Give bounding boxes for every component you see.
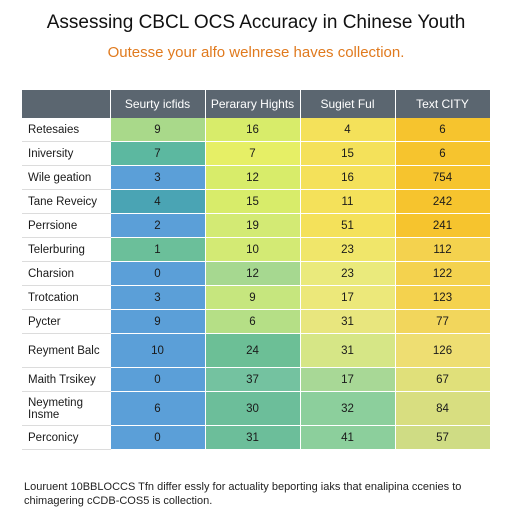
row-label: Tane Reveicy	[22, 189, 111, 214]
table-cell: 7	[110, 141, 206, 166]
row-label: Neymeting Insme	[22, 391, 111, 426]
table-cell: 112	[395, 237, 491, 262]
header-row: Seurty icfids Perarary Hights Sugiet Ful…	[22, 90, 491, 118]
table-cell: 12	[205, 165, 301, 190]
table-cell: 242	[395, 189, 491, 214]
table-row: Perconicy 0 31 41 57	[22, 425, 491, 450]
table-row: Perrsione 2 19 51 241	[22, 213, 491, 238]
table-cell: 10	[110, 333, 206, 368]
table-cell: 30	[205, 391, 301, 426]
footer-line: Louruent 10BBLOCCS Tfn differ essly for …	[24, 481, 462, 493]
table-row: Trotcation 3 9 17 123	[22, 285, 491, 310]
table-cell: 31	[300, 333, 396, 368]
chart-subtitle: Outesse your alfo welnrese haves collect…	[107, 44, 405, 61]
table-cell: 12	[205, 261, 301, 286]
table-row: Telerburing 1 10 23 112	[22, 237, 491, 262]
table-row: Maith Trsikey 0 37 17 67	[22, 367, 491, 392]
row-label: Trotcation	[22, 285, 111, 310]
data-table-container: Seurty icfids Perarary Hights Sugiet Ful…	[22, 90, 491, 450]
table-cell: 3	[110, 165, 206, 190]
table-row: Charsion 0 12 23 122	[22, 261, 491, 286]
table-row: Wile geation 3 12 16 754	[22, 165, 491, 190]
table-cell: 23	[300, 237, 396, 262]
table-cell: 24	[205, 333, 301, 368]
table-row: Reyment Balc 10 24 31 126	[22, 333, 491, 368]
table-cell: 19	[205, 213, 301, 238]
table-cell: 6	[205, 309, 301, 334]
table-cell: 10	[205, 237, 301, 262]
row-label: Charsion	[22, 261, 111, 286]
table-cell: 16	[300, 165, 396, 190]
column-header: Seurty icfids	[110, 90, 206, 118]
table-cell: 17	[300, 367, 396, 392]
table-cell: 0	[110, 261, 206, 286]
table-cell: 9	[110, 118, 206, 142]
table-cell: 17	[300, 285, 396, 310]
data-table: Seurty icfids Perarary Hights Sugiet Ful…	[22, 90, 491, 450]
column-header: Perarary Hights	[205, 90, 301, 118]
footer-note: Louruent 10BBLOCCS Tfn differ essly for …	[24, 480, 494, 508]
column-header: Sugiet Ful	[300, 90, 396, 118]
table-cell: 9	[205, 285, 301, 310]
table-cell: 241	[395, 213, 491, 238]
table-cell: 4	[300, 118, 396, 142]
footer-line: chimagering cCDB-COS5 is collection.	[24, 495, 213, 507]
row-label: Perconicy	[22, 425, 111, 450]
table-cell: 4	[110, 189, 206, 214]
table-row: Iniversity 7 7 15 6	[22, 141, 491, 166]
table-cell: 41	[300, 425, 396, 450]
table-cell: 11	[300, 189, 396, 214]
row-label: Wile geation	[22, 165, 111, 190]
table-cell: 31	[300, 309, 396, 334]
table-cell: 57	[395, 425, 491, 450]
table-row: Retesaies 9 16 4 6	[22, 118, 491, 142]
table-cell: 15	[300, 141, 396, 166]
row-label: Reyment Balc	[22, 333, 111, 368]
table-cell: 754	[395, 165, 491, 190]
table-cell: 67	[395, 367, 491, 392]
table-cell: 3	[110, 285, 206, 310]
table-cell: 1	[110, 237, 206, 262]
table-cell: 32	[300, 391, 396, 426]
row-label: Pycter	[22, 309, 111, 334]
table-cell: 126	[395, 333, 491, 368]
column-header: Text CITY	[395, 90, 491, 118]
row-label: Perrsione	[22, 213, 111, 238]
chart-title: Assessing CBCL OCS Accuracy in Chinese Y…	[46, 12, 466, 33]
table-cell: 0	[110, 425, 206, 450]
table-cell: 31	[205, 425, 301, 450]
table-cell: 77	[395, 309, 491, 334]
table-cell: 6	[110, 391, 206, 426]
table-cell: 7	[205, 141, 301, 166]
table-row: Tane Reveicy 4 15 11 242	[22, 189, 491, 214]
row-label: Retesaies	[22, 118, 111, 142]
table-row: Pycter 9 6 31 77	[22, 309, 491, 334]
row-label: Telerburing	[22, 237, 111, 262]
table-cell: 9	[110, 309, 206, 334]
table-cell: 123	[395, 285, 491, 310]
table-body: Retesaies 9 16 4 6 Iniversity 7 7 15 6 Wile geatio…	[22, 118, 491, 450]
table-cell: 51	[300, 213, 396, 238]
table-cell: 84	[395, 391, 491, 426]
table-cell: 37	[205, 367, 301, 392]
table-cell: 2	[110, 213, 206, 238]
header-corner	[22, 90, 111, 118]
table-row: Neymeting Insme 6 30 32 84	[22, 391, 491, 426]
table-cell: 15	[205, 189, 301, 214]
table-cell: 23	[300, 261, 396, 286]
table-cell: 0	[110, 367, 206, 392]
table-cell: 6	[395, 118, 491, 142]
row-label: Maith Trsikey	[22, 367, 111, 392]
table-cell: 6	[395, 141, 491, 166]
table-cell: 122	[395, 261, 491, 286]
table-cell: 16	[205, 118, 301, 142]
row-label: Iniversity	[22, 141, 111, 166]
